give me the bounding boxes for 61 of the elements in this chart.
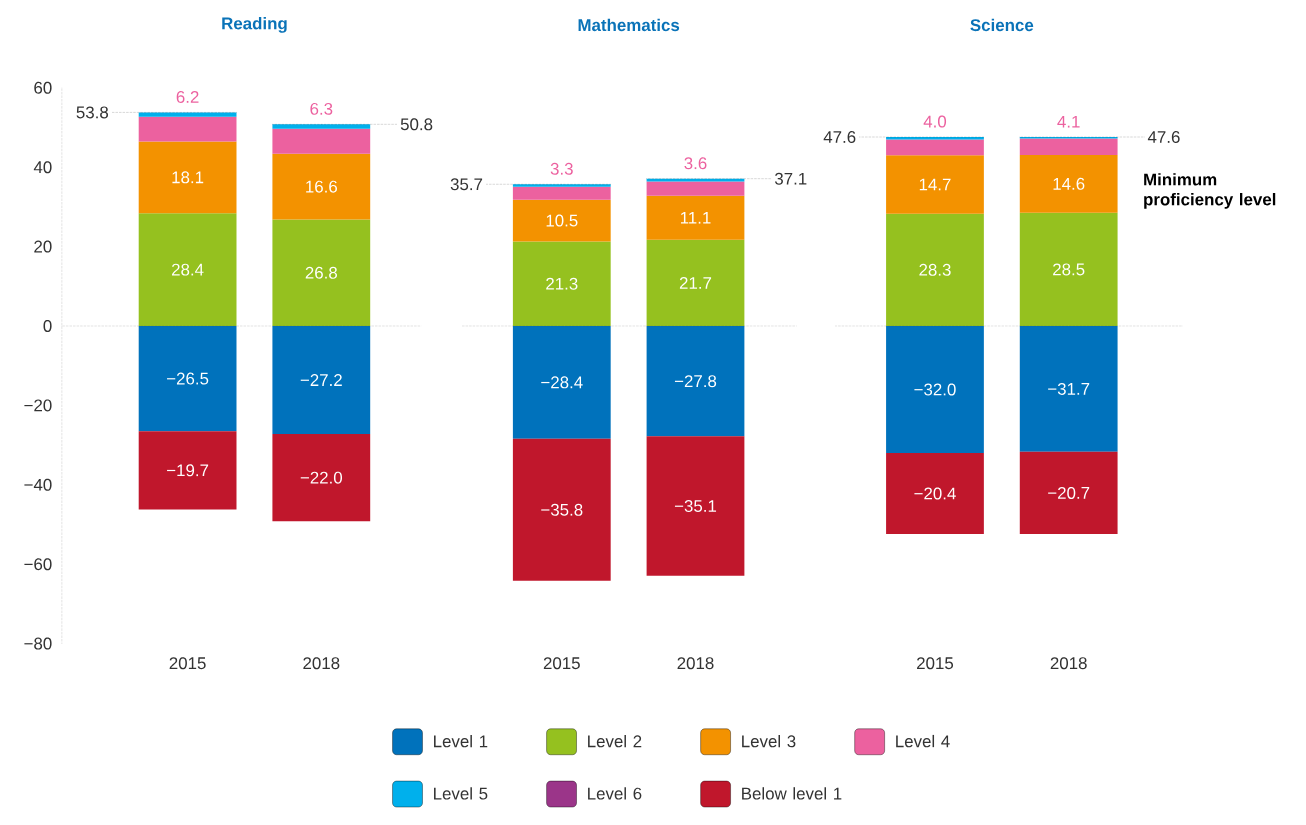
annotation: 47.6 [823,130,856,143]
data-label: 11.1 [680,211,711,224]
annotation: 35.7 [450,178,483,191]
data-label: 28.5 [1053,263,1085,276]
annotation: 50.8 [400,118,433,131]
data-label: 10.5 [546,214,578,227]
x-tick-label: 2015 [917,657,954,670]
data-label: 14.6 [1053,177,1085,190]
annotation: 47.6 [1147,130,1180,143]
annotation: 37.1 [774,172,807,185]
chart-title: Mathematics [578,18,680,32]
y-tick-label: −20 [24,399,52,412]
y-tick-label: −60 [24,558,52,571]
data-label: 14.7 [919,178,951,191]
data-label: 4.1 [1057,115,1080,128]
y-tick-label: −80 [24,637,52,650]
legend-label: Level 5 [434,787,488,800]
annotation: 53.8 [76,106,109,119]
data-label: −31.7 [1048,382,1090,395]
legend-label: Below level 1 [742,787,842,800]
data-label: −27.2 [300,373,342,386]
y-tick-label: 60 [34,81,52,94]
data-label: −35.8 [541,503,583,516]
data-label: −19.7 [167,464,209,477]
data-label: −27.8 [674,375,717,388]
data-label: 16.6 [306,180,337,193]
x-tick-label: 2015 [543,657,580,670]
y-tick-label: 0 [43,319,52,332]
data-label: 18.1 [172,171,204,184]
x-tick-label: 2018 [303,657,340,670]
data-label: 21.3 [546,277,578,290]
data-label: −28.4 [541,376,583,389]
data-label: 21.7 [679,276,712,289]
data-label: 6.2 [176,90,199,103]
y-tick-label: 20 [34,240,52,253]
y-tick-label: 40 [33,161,52,174]
data-label: 3.3 [550,162,573,175]
legend-label: Level 4 [896,734,950,748]
chart-title: Science [970,18,1034,32]
annotation: Minimum proficiency level [1144,173,1276,209]
x-tick-label: 2015 [169,657,206,670]
data-label: −20.4 [914,487,956,500]
data-label: −32.0 [914,383,956,396]
legend-label: Level 2 [588,734,642,748]
data-label: −22.0 [300,471,343,484]
y-tick-label: −40 [24,478,52,491]
legend-label: Level 3 [742,734,796,748]
data-label: 4.0 [923,115,947,128]
legend-label: Level 1 [434,734,488,748]
data-label: −35.1 [674,499,717,512]
data-label: 28.4 [172,263,204,276]
data-label: −20.7 [1048,486,1090,499]
chart-title: Reading [222,16,287,33]
legend-label: Level 6 [588,787,642,800]
data-label: −26.5 [167,372,209,385]
data-label: 6.3 [310,102,333,115]
data-label: 3.6 [684,157,707,170]
data-label: 26.8 [305,266,338,279]
x-tick-label: 2018 [677,657,714,670]
x-tick-label: 2018 [1050,657,1087,670]
data-label: 28.3 [919,263,951,276]
